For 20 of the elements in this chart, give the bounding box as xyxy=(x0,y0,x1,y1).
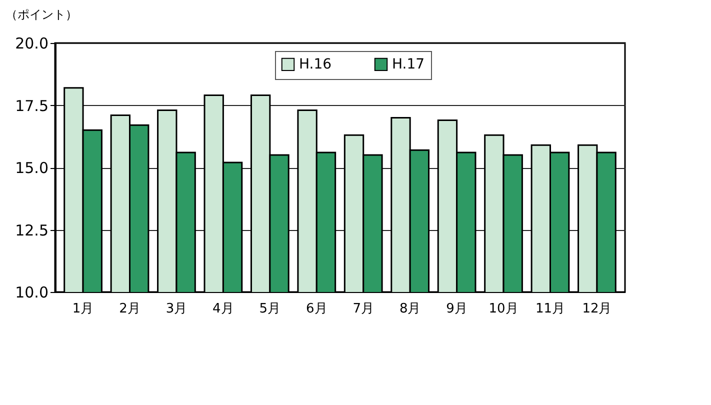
y-tick-label: 12.5 xyxy=(15,221,48,240)
y-tick-label: 15.0 xyxy=(15,159,48,177)
x-tick-label: 8月 xyxy=(399,302,421,316)
x-tick-label: 11月 xyxy=(535,302,566,316)
x-tick-label: 3月 xyxy=(166,302,188,316)
y-tick-label: 20.0 xyxy=(15,34,48,52)
y-tick-label: 17.5 xyxy=(15,96,48,115)
x-tick-label: 2月 xyxy=(119,302,140,316)
x-tick-label: 12月 xyxy=(582,302,612,316)
x-tick-label: 4月 xyxy=(212,302,234,316)
y-tick-label: 10.0 xyxy=(15,284,48,302)
x-tick-label: 7月 xyxy=(352,302,374,316)
legend-label: H.16 xyxy=(299,56,332,72)
x-tick-label: 5月 xyxy=(259,302,281,316)
x-tick-label: 9月 xyxy=(446,302,468,316)
legend-label: H.17 xyxy=(392,56,425,72)
x-tick-label: 1月 xyxy=(72,302,94,316)
x-tick-label: 6月 xyxy=(306,302,328,316)
y-axis-title: （ポイント） xyxy=(6,8,78,22)
x-tick-label: 10月 xyxy=(488,302,518,316)
